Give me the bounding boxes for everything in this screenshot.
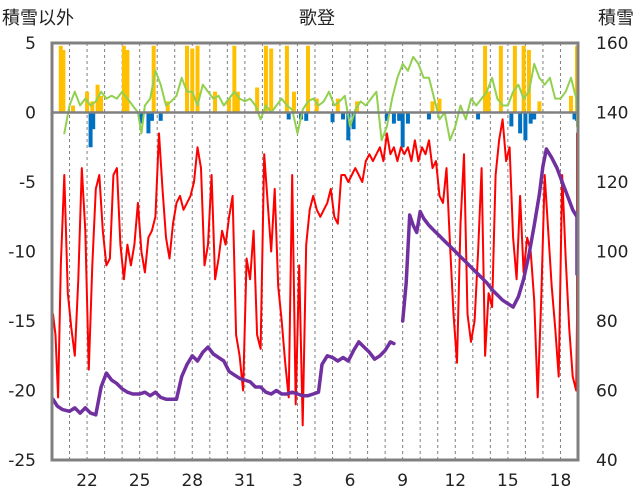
precipitation-bar — [397, 112, 402, 121]
sunshine-bar — [125, 49, 130, 113]
sunshine-bar — [255, 87, 260, 113]
precipitation-bar — [286, 112, 291, 120]
snow-depth-line — [51, 340, 396, 417]
left-tick-label: -10 — [8, 243, 36, 263]
sunshine-bar — [430, 101, 435, 113]
left-tick-label: -15 — [8, 312, 36, 332]
sunshine-bar — [521, 45, 526, 113]
chart-title: 歌登 — [299, 8, 335, 29]
left-tick-label: -20 — [8, 382, 36, 402]
sunshine-bar — [190, 48, 195, 113]
right-tick-label: 160 — [596, 34, 628, 54]
sunshine-bar — [437, 98, 442, 113]
right-tick-label: 120 — [596, 173, 628, 193]
left-tick-label: 0 — [25, 104, 36, 124]
plot-border — [50, 41, 580, 462]
sunshine-bar — [165, 101, 170, 113]
x-tick-label: 18 — [550, 471, 572, 491]
precipitation-bar — [88, 112, 93, 148]
temperature-line — [52, 118, 578, 427]
x-tick-label: 31 — [234, 471, 256, 491]
precipitation-bar — [391, 112, 396, 124]
x-tick-label: 25 — [129, 471, 151, 491]
precipitation-bar — [149, 112, 154, 121]
precipitation-bar — [384, 112, 389, 121]
right-tick-label: 80 — [596, 312, 618, 332]
precipitation-bar — [476, 112, 481, 120]
x-tick-label: 15 — [497, 471, 519, 491]
sunshine-bar — [263, 45, 268, 113]
sunshine-bar — [314, 98, 319, 113]
precipitation-bar — [330, 112, 335, 123]
sunshine-bar — [121, 45, 126, 113]
x-tick-label: 3 — [292, 471, 303, 491]
precipitation-bar — [146, 112, 151, 134]
sunshine-bar — [486, 91, 491, 113]
precipitation-bar — [405, 112, 410, 124]
precipitation-bar — [532, 112, 537, 120]
sunshine-bar — [305, 45, 310, 113]
precipitation-bar — [509, 112, 514, 127]
sunshine-bar — [537, 101, 542, 113]
left-tick-label: -5 — [19, 173, 36, 193]
right-tick-label: 60 — [596, 382, 618, 402]
x-tick-label: 9 — [397, 471, 408, 491]
sunshine-bar — [526, 49, 531, 113]
sunshine-bar — [90, 101, 95, 113]
precipitation-bar — [426, 112, 431, 120]
x-tick-label: 6 — [345, 471, 356, 491]
sunshine-bar — [498, 45, 503, 113]
precipitation-bar — [91, 112, 96, 130]
left-axis-ticks: 5 0 -5 -10 -15 -20 -25 — [8, 34, 36, 471]
precipitation-bar — [346, 112, 351, 141]
sunshine-bar — [335, 98, 340, 113]
sunshine-bar — [291, 91, 296, 113]
precipitation-bar — [523, 112, 528, 141]
sunshine-bar — [195, 45, 200, 113]
precipitation-bar — [139, 112, 144, 124]
x-axis-ticks: 22 25 28 31 3 6 9 12 15 18 — [76, 471, 571, 491]
sunshine-bar — [227, 98, 232, 113]
precipitation-bar — [518, 112, 523, 134]
sunshine-bar — [483, 45, 488, 113]
precipitation-bar — [528, 112, 533, 124]
left-axis-label: 積雪以外 — [2, 8, 74, 29]
right-axis-label: 積雪 — [598, 8, 634, 29]
left-tick-label: -25 — [8, 451, 36, 471]
sunshine-bar — [71, 105, 76, 113]
sunshine-bar — [99, 95, 104, 113]
line-series — [51, 55, 579, 427]
x-tick-label: 28 — [181, 471, 203, 491]
sunshine-bar — [185, 45, 190, 113]
sunshine-bar — [512, 45, 517, 113]
precipitation-bar — [341, 112, 346, 120]
right-tick-label: 40 — [596, 451, 618, 471]
sunshine-bar — [232, 45, 237, 113]
precipitation-bar — [158, 112, 163, 121]
right-tick-label: 140 — [596, 104, 628, 124]
x-tick-label: 12 — [444, 471, 466, 491]
precipitation-bar — [400, 112, 405, 148]
left-tick-label: 5 — [25, 34, 36, 54]
precipitation-bar — [351, 112, 356, 130]
x-tick-label: 22 — [76, 471, 98, 491]
wind-line — [63, 55, 578, 142]
right-tick-label: 100 — [596, 243, 628, 263]
sunshine-bar — [235, 91, 240, 113]
sunshine-bar — [58, 45, 63, 113]
sunshine-bar — [284, 45, 289, 113]
sunshine-bar — [568, 95, 573, 113]
precipitation-bar — [304, 112, 309, 121]
precipitation-bar — [572, 112, 577, 120]
sunshine-bar — [213, 91, 218, 113]
sunshine-bar — [269, 48, 274, 113]
sunshine-bar — [61, 49, 66, 113]
right-axis-ticks: 160 140 120 100 80 60 40 — [596, 34, 628, 471]
